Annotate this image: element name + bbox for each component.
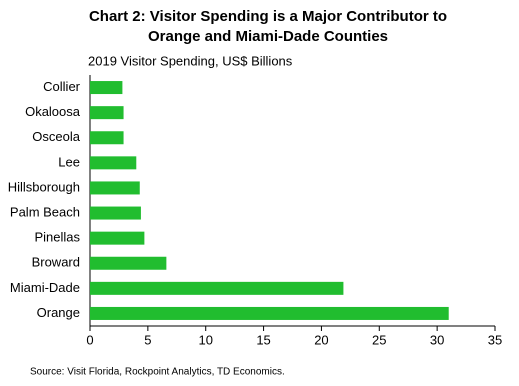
bar [90,156,137,170]
y-tick-label: Collier [43,79,81,94]
x-tick-label: 10 [198,332,212,347]
bar [90,256,167,270]
y-tick-label: Hillsborough [8,179,80,194]
bar [90,281,344,295]
bar [90,231,145,245]
y-tick-label: Okaloosa [25,104,81,119]
x-tick-label: 20 [314,332,328,347]
x-tick-label: 30 [430,332,444,347]
bar [90,206,141,220]
chart-title: Orange and Miami-Dade Counties [148,28,388,45]
y-tick-label: Miami-Dade [10,280,80,295]
x-tick-label: 35 [488,332,502,347]
y-tick-label: Pinellas [34,230,80,245]
bar [90,131,124,145]
chart-subtitle: 2019 Visitor Spending, US$ Billions [88,53,293,68]
bar [90,81,123,95]
bar [90,306,449,320]
bar [90,181,140,195]
y-tick-label: Lee [58,154,80,169]
x-tick-label: 5 [144,332,151,347]
y-tick-label: Palm Beach [10,204,80,219]
x-tick-label: 25 [372,332,386,347]
x-tick-label: 0 [86,332,93,347]
y-tick-label: Orange [37,305,80,320]
y-tick-label: Broward [32,255,80,270]
chart-title: Chart 2: Visitor Spending is a Major Con… [89,8,447,25]
bar [90,106,124,120]
x-tick-label: 15 [256,332,270,347]
source-note: Source: Visit Florida, Rockpoint Analyti… [30,367,285,378]
y-tick-label: Osceola [32,129,80,144]
